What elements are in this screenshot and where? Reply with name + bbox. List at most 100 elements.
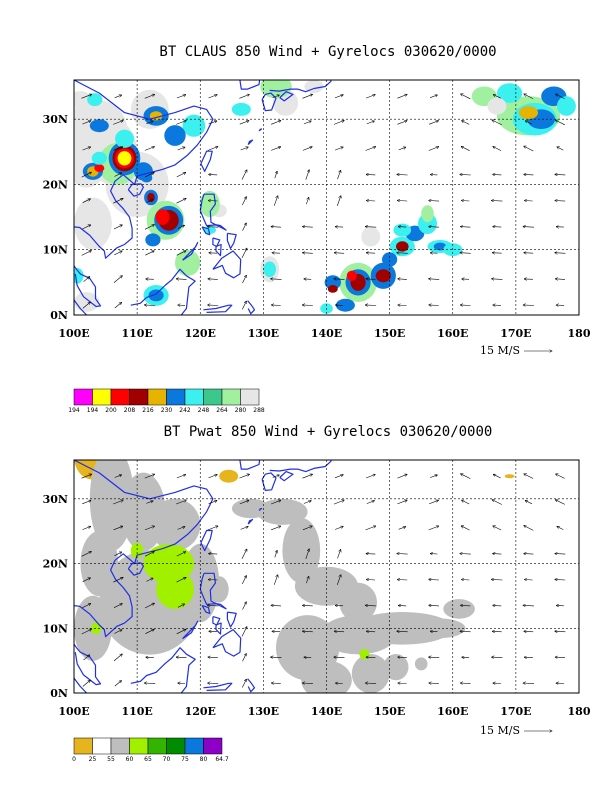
field-contour [504,474,515,479]
lon-tick-label: 100E [58,327,89,340]
colorbar-label: 0 [72,756,76,763]
wind-vector [82,121,91,125]
coastline [247,678,256,693]
colorbar-swatch [166,388,186,406]
wind-vector [366,174,376,175]
wind-vector [274,550,277,558]
colorbar-label: 55 [107,756,115,763]
colorbar-label: 230 [161,407,173,414]
wind-vector [273,575,278,585]
wind-vector [242,654,247,662]
wind-vector [302,526,312,531]
wind-vector [334,631,345,632]
field-contour [421,205,434,223]
wind-vector [81,551,92,557]
wind-vector [242,576,246,585]
wind-vector [492,657,503,658]
wind-vector [493,174,502,175]
axis-ticks: 100E 110E 120E 130E 140E 150E 160E 170E 180 0N 10N… [43,493,591,718]
wind-vector [492,253,502,254]
wind-vector [113,604,122,608]
wind-vector [271,305,281,306]
coastline [127,562,144,576]
coastline [279,91,294,102]
wind-vector [397,174,408,175]
field-contour [209,576,229,603]
wind-vector [144,603,155,609]
wind-vector [176,657,187,658]
field-contour [164,125,186,146]
wind-vector [82,225,90,230]
lon-tick-label: 140E [311,705,342,718]
coastline [247,139,254,146]
lon-tick-label: 150E [374,705,405,718]
wind-vector [366,201,376,202]
wind-vector [337,196,341,206]
wind-vector [240,527,249,530]
wind-vector [303,501,311,504]
wind-vector [239,121,249,125]
wind-vector [82,578,91,582]
wind-vector [302,631,313,632]
wind-vector [525,121,533,125]
wind-vector [207,147,218,151]
wind-vector [334,657,345,658]
wind-vector [334,147,343,151]
wind-vector [176,500,186,505]
wind-vector [145,251,154,256]
colorbar-swatch [147,388,167,406]
wind-vector [242,602,247,610]
wind-vector [272,475,280,478]
colorbar-swatch [110,737,130,755]
wind-vector [113,198,123,204]
wind-vector [239,94,249,99]
wind-vector [493,147,502,151]
wind-vector [365,95,375,99]
field-contour [219,469,239,483]
wind-vector [146,199,153,203]
wind-vector [82,147,91,151]
coastline [127,183,144,197]
coastline [212,629,242,657]
field-contour [519,106,538,120]
wind-vector [429,279,440,280]
wind-vector [366,580,376,581]
coastline [74,226,102,308]
wind-reference-label: 15 M/S [480,724,520,737]
wind-vector [524,474,534,479]
field-contour [327,285,338,293]
wind-vector [460,683,471,684]
wind-vector [461,474,471,479]
lon-tick-label: 100E [58,705,89,718]
wind-vector [113,526,123,531]
colorbar-label: 200 [105,407,117,414]
wind-vector [398,305,407,306]
colorbar-label: 80 [200,756,208,763]
wind-vector [492,120,502,126]
claus-field [74,80,576,314]
colorbar-label: 194 [68,407,80,414]
wind-vector [146,121,153,124]
wind-vector [397,253,408,254]
colorbar-label: 25 [89,756,97,763]
field-contour [117,151,132,166]
wind-vector [397,580,408,581]
lon-tick-label: 160E [437,327,468,340]
coastline [215,622,222,635]
wind-vector [114,173,122,177]
wind-vector [209,174,218,175]
wind-vector [365,474,375,479]
wind-vector [176,629,186,635]
wind-vector [398,147,406,151]
wind-vector [241,549,247,559]
coastline [261,92,277,112]
wind-vector [176,279,187,280]
wind-vector [305,170,310,180]
wind-vector [365,227,377,228]
colorbar-label: 280 [235,407,247,414]
wind-vector [144,172,154,178]
wind-vector [113,225,122,230]
wind-vector [461,146,470,151]
lon-tick-label: 170E [500,327,531,340]
colorbar-swatch [147,737,167,755]
